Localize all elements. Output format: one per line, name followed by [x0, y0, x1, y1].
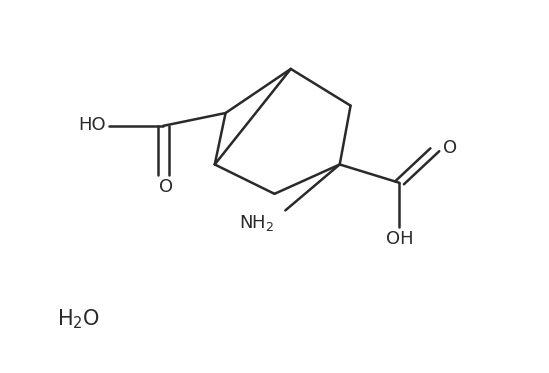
Text: O: O	[159, 178, 173, 197]
Text: H$_2$O: H$_2$O	[57, 307, 100, 330]
Text: HO: HO	[79, 116, 106, 134]
Text: NH$_2$: NH$_2$	[239, 213, 274, 233]
Text: OH: OH	[386, 230, 413, 248]
Text: O: O	[443, 139, 457, 157]
